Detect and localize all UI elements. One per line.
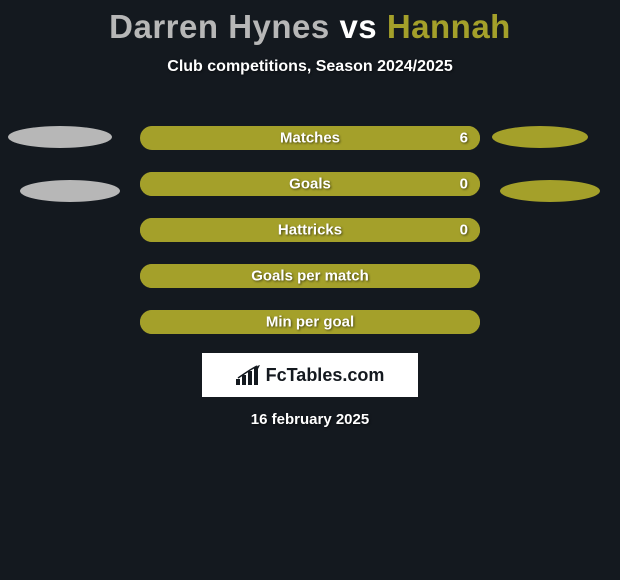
decorative-blob: [492, 126, 588, 148]
fctables-logo[interactable]: FcTables.com: [202, 353, 418, 397]
chart-icon: [236, 365, 260, 385]
stat-row: Goals 0: [140, 172, 480, 196]
comparison-title: Darren Hynes vs Hannah: [0, 0, 620, 46]
stat-label: Hattricks: [278, 222, 342, 239]
stat-label: Matches: [280, 130, 340, 147]
subtitle: Club competitions, Season 2024/2025: [0, 58, 620, 76]
stat-value-right: 0: [460, 222, 468, 239]
stat-label: Goals: [289, 176, 331, 193]
date-text: 16 february 2025: [251, 411, 369, 428]
stat-row: Hattricks 0: [140, 218, 480, 242]
stat-value-right: 0: [460, 176, 468, 193]
logo-text: FcTables.com: [266, 365, 385, 386]
decorative-blob: [20, 180, 120, 202]
stat-row: Min per goal: [140, 310, 480, 334]
decorative-blob: [500, 180, 600, 202]
player1-name: Darren Hynes: [109, 8, 330, 45]
stat-label: Goals per match: [251, 268, 369, 285]
decorative-blob: [8, 126, 112, 148]
stat-row: Goals per match: [140, 264, 480, 288]
stat-label: Min per goal: [266, 314, 354, 331]
player2-name: Hannah: [387, 8, 511, 45]
vs-text: vs: [339, 8, 377, 45]
stat-row: Matches 6: [140, 126, 480, 150]
stats-container: Matches 6 Goals 0 Hattricks 0 Goals per match M…: [140, 126, 480, 356]
stat-value-right: 6: [460, 130, 468, 147]
